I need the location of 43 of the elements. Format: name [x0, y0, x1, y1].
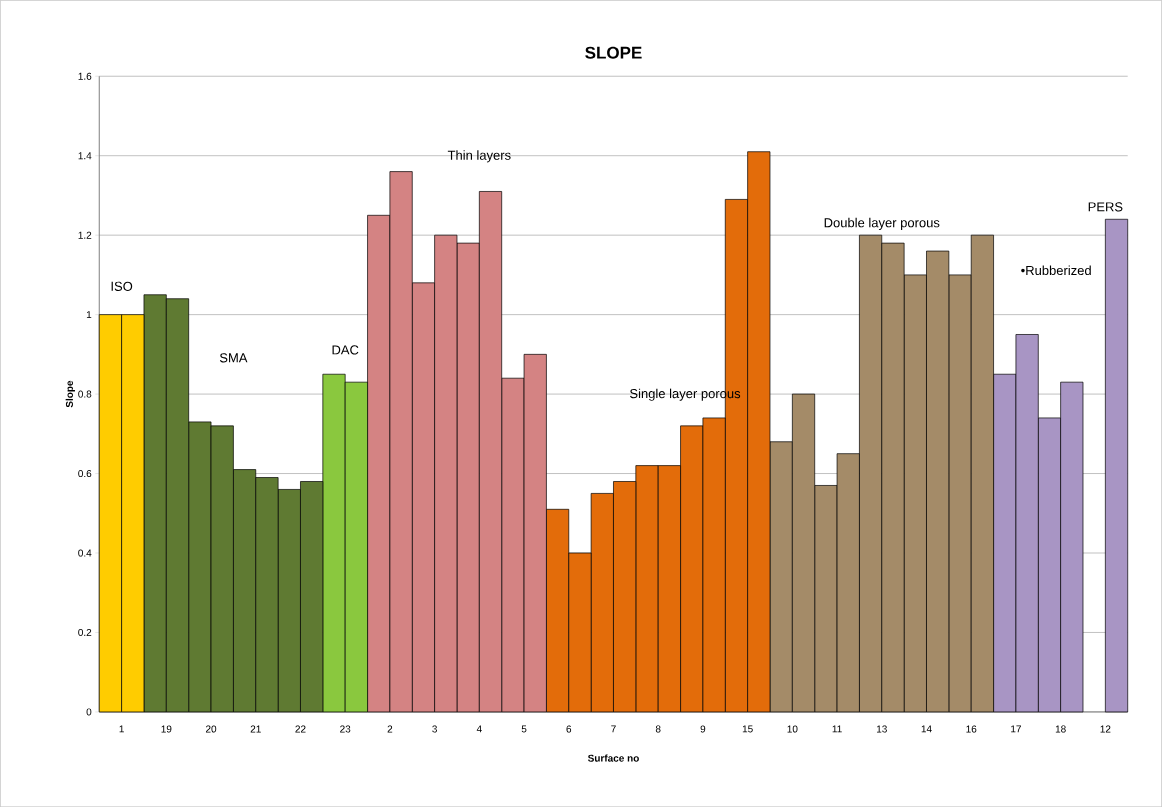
x-tick-label: 15	[742, 725, 753, 733]
x-tick-label: 4	[476, 725, 482, 733]
annotation: SMA	[219, 353, 248, 363]
y-tick-label: 1	[86, 311, 92, 318]
annotation: DAC	[332, 345, 359, 355]
bar	[1105, 218, 1129, 713]
annotation: Double layer porous	[824, 217, 940, 230]
x-tick-label: 2	[387, 725, 393, 733]
x-tick-label: 1	[119, 725, 124, 733]
y-tick-label: 0.2	[78, 628, 92, 636]
x-tick-label: 17	[1011, 725, 1021, 733]
x-tick-label: 23	[340, 725, 351, 733]
x-tick-label: 19	[161, 725, 172, 733]
x-tick-label: 6	[566, 725, 572, 733]
x-tick-label: 13	[876, 725, 887, 733]
x-axis-title: Surface no	[587, 754, 639, 762]
x-tick-label: 22	[295, 725, 306, 733]
annotation: •Rubberized	[1021, 265, 1091, 275]
y-axis-title: Slope	[65, 380, 75, 408]
annotation: ISO	[111, 281, 133, 291]
y-tick-label: 0	[86, 708, 92, 716]
y-tick-label: 0.8	[78, 390, 92, 398]
x-tick-label: 14	[921, 725, 932, 733]
x-tick-label: 18	[1055, 725, 1066, 733]
y-tick-label: 0.6	[78, 469, 92, 477]
x-tick-label: 20	[205, 725, 217, 733]
x-tick-label: 16	[966, 725, 977, 733]
annotation: PERS	[1088, 202, 1123, 212]
y-tick-label: 1.2	[78, 231, 92, 239]
x-tick-label: 8	[655, 725, 661, 733]
y-tick-label: 1.6	[78, 72, 92, 80]
x-tick-label: 9	[700, 725, 706, 733]
annotation: Thin layers	[447, 150, 511, 163]
x-tick-label: 12	[1100, 725, 1111, 733]
x-tick-label: 11	[832, 725, 842, 733]
x-tick-label: 3	[432, 725, 437, 733]
x-tick-label: 10	[787, 725, 798, 733]
y-tick-label: 1.4	[78, 152, 92, 160]
y-tick-label: 0.4	[78, 549, 92, 557]
x-tick-label: 21	[250, 725, 261, 733]
chart-title: SLOPE	[585, 46, 642, 59]
x-tick-label: 5	[521, 725, 527, 733]
x-tick-label: 7	[611, 725, 616, 733]
